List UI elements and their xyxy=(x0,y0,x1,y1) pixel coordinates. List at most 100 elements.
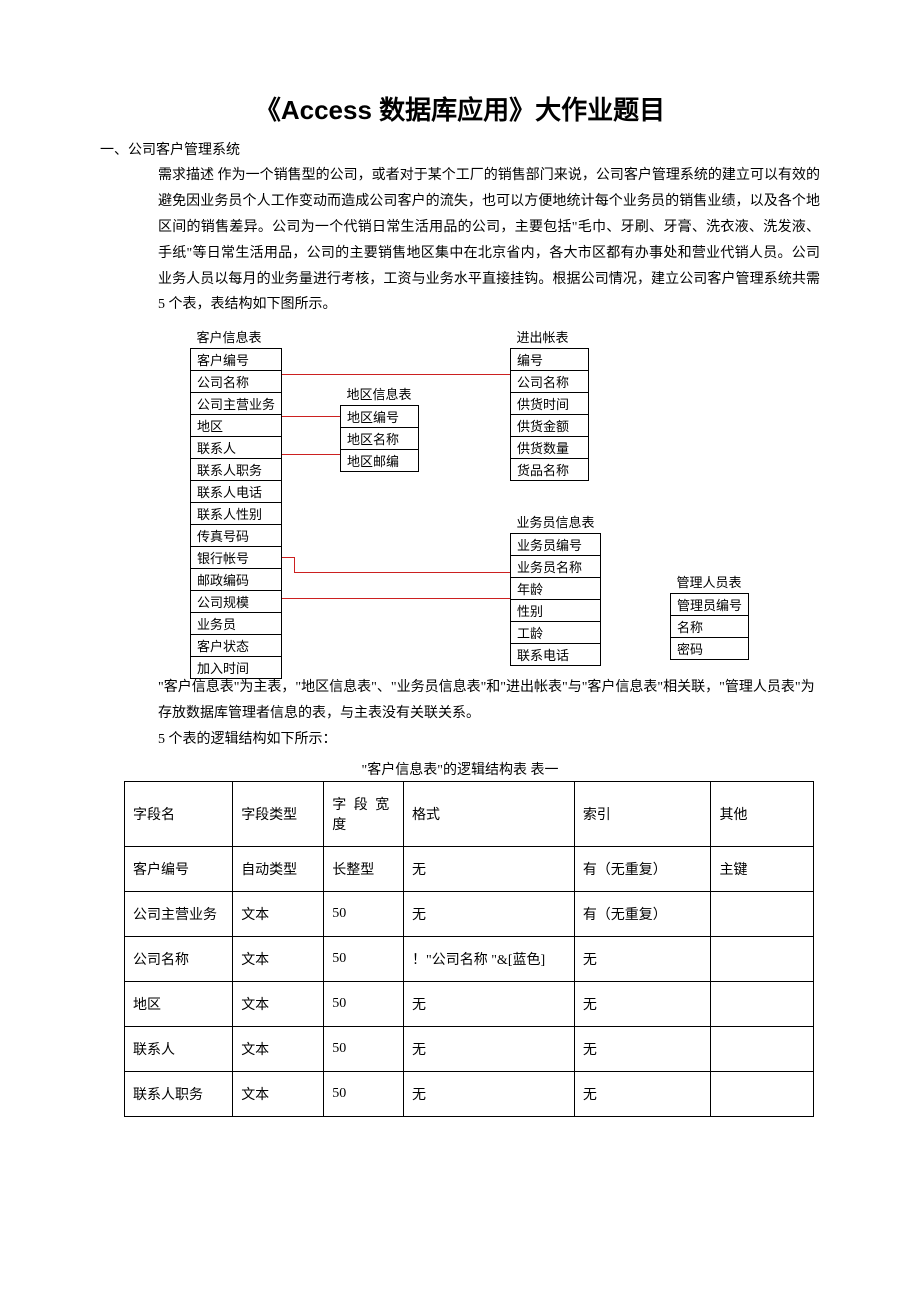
table-cell: 无 xyxy=(404,892,575,937)
table-cell: 自动类型 xyxy=(233,847,324,892)
field: 客户状态 xyxy=(191,635,282,657)
table-cell: 无 xyxy=(404,847,575,892)
table-row: 客户编号自动类型长整型无有（无重复）主键 xyxy=(125,847,814,892)
table-inout: 进出帐表 编号 公司名称 供货时间 供货金额 供货数量 货品名称 xyxy=(510,326,589,481)
table-cell: 公司主营业务 xyxy=(125,892,233,937)
table-cell: 联系人 xyxy=(125,1027,233,1072)
connector-line xyxy=(280,374,510,375)
connector-line xyxy=(280,557,295,558)
col-header: 字段类型 xyxy=(233,782,324,847)
table-cell: 客户编号 xyxy=(125,847,233,892)
description-2: 5 个表的逻辑结构如下所示： xyxy=(158,727,820,753)
table-cell: 文本 xyxy=(233,937,324,982)
table-cell: 有（无重复） xyxy=(574,892,711,937)
field: 货品名称 xyxy=(511,459,589,481)
field: 公司主营业务 xyxy=(191,393,282,415)
field: 加入时间 xyxy=(191,657,282,679)
field: 地区 xyxy=(191,415,282,437)
field: 名称 xyxy=(671,616,749,638)
er-diagram: 客户信息表 客户编号 公司名称 公司主营业务 地区 联系人 联系人职务 联系人电… xyxy=(190,326,820,661)
field: 公司规模 xyxy=(191,591,282,613)
table-cell xyxy=(711,1072,814,1117)
table-header-row: 字段名 字段类型 字 段 宽度 格式 索引 其他 xyxy=(125,782,814,847)
table-customer: 客户信息表 客户编号 公司名称 公司主营业务 地区 联系人 联系人职务 联系人电… xyxy=(190,326,282,679)
table-cell: 有（无重复） xyxy=(574,847,711,892)
table-cell: 无 xyxy=(404,1072,575,1117)
table-cell: 50 xyxy=(324,1027,404,1072)
table-cell: 长整型 xyxy=(324,847,404,892)
field: 联系电话 xyxy=(511,644,601,666)
field: 业务员 xyxy=(191,613,282,635)
field: 联系人职务 xyxy=(191,459,282,481)
connector-line xyxy=(294,572,510,573)
field: 密码 xyxy=(671,638,749,660)
table-staff: 业务员信息表 业务员编号 业务员名称 年龄 性别 工龄 联系电话 xyxy=(510,511,601,666)
field: 地区邮编 xyxy=(341,450,419,472)
field: 联系人 xyxy=(191,437,282,459)
section-heading: 一、公司客户管理系统 xyxy=(100,139,820,159)
table-row: 公司主营业务文本50无有（无重复） xyxy=(125,892,814,937)
field: 工龄 xyxy=(511,622,601,644)
field: 管理员编号 xyxy=(671,594,749,616)
table-cell: 无 xyxy=(574,1072,711,1117)
field: 性别 xyxy=(511,600,601,622)
table-cell xyxy=(711,892,814,937)
field: 地区名称 xyxy=(341,428,419,450)
table-cell: 文本 xyxy=(233,982,324,1027)
table-cell: 50 xyxy=(324,937,404,982)
table-cell: 无 xyxy=(574,937,711,982)
table-cell: 无 xyxy=(404,1027,575,1072)
table-cell: 50 xyxy=(324,1072,404,1117)
table-cell: 文本 xyxy=(233,892,324,937)
connector-line xyxy=(280,598,510,599)
field: 编号 xyxy=(511,349,589,371)
field: 年龄 xyxy=(511,578,601,600)
table-cell: 50 xyxy=(324,892,404,937)
field: 供货金额 xyxy=(511,415,589,437)
table-header: 进出帐表 xyxy=(511,326,589,349)
table-cell: 50 xyxy=(324,982,404,1027)
field: 公司名称 xyxy=(191,371,282,393)
table-header: 管理人员表 xyxy=(671,571,749,594)
col-header: 格式 xyxy=(404,782,575,847)
table-cell: 文本 xyxy=(233,1027,324,1072)
col-header: 字 段 宽度 xyxy=(324,782,404,847)
col-header: 索引 xyxy=(574,782,711,847)
connector-line xyxy=(280,454,340,455)
field: 邮政编码 xyxy=(191,569,282,591)
table-row: 联系人文本50无无 xyxy=(125,1027,814,1072)
field: 联系人性别 xyxy=(191,503,282,525)
table-cell xyxy=(711,982,814,1027)
field: 传真号码 xyxy=(191,525,282,547)
table-region: 地区信息表 地区编号 地区名称 地区邮编 xyxy=(340,383,419,472)
field: 业务员编号 xyxy=(511,534,601,556)
field: 地区编号 xyxy=(341,406,419,428)
field: 银行帐号 xyxy=(191,547,282,569)
col-header: 其他 xyxy=(711,782,814,847)
table-cell: 公司名称 xyxy=(125,937,233,982)
table-header: 业务员信息表 xyxy=(511,511,601,534)
section-number: 一、 xyxy=(100,143,128,158)
connector-line xyxy=(280,416,340,417)
field: 供货时间 xyxy=(511,393,589,415)
table-cell: 无 xyxy=(574,982,711,1027)
table-cell: 主键 xyxy=(711,847,814,892)
table-admin: 管理人员表 管理员编号 名称 密码 xyxy=(670,571,749,660)
page-title: 《Access 数据库应用》大作业题目 xyxy=(100,90,820,127)
field: 公司名称 xyxy=(511,371,589,393)
field: 联系人电话 xyxy=(191,481,282,503)
table-row: 联系人职务文本50无无 xyxy=(125,1072,814,1117)
table-cell xyxy=(711,937,814,982)
table-cell: 联系人职务 xyxy=(125,1072,233,1117)
table-row: 地区文本50无无 xyxy=(125,982,814,1027)
requirement-paragraph: 需求描述 作为一个销售型的公司，或者对于某个工厂的销售部门来说，公司客户管理系统… xyxy=(158,163,820,318)
table-cell: 文本 xyxy=(233,1072,324,1117)
description-1: "客户信息表"为主表，"地区信息表"、"业务员信息表"和"进出帐表"与"客户信息… xyxy=(158,675,820,727)
field: 供货数量 xyxy=(511,437,589,459)
table-header: 客户信息表 xyxy=(191,326,282,349)
table-cell: ！"公司名称 "&[蓝色] xyxy=(404,937,575,982)
table-row: 公司名称文本50！"公司名称 "&[蓝色]无 xyxy=(125,937,814,982)
field: 业务员名称 xyxy=(511,556,601,578)
table-header: 地区信息表 xyxy=(341,383,419,406)
logic-structure-table: 字段名 字段类型 字 段 宽度 格式 索引 其他 客户编号自动类型长整型无有（无… xyxy=(124,781,814,1117)
